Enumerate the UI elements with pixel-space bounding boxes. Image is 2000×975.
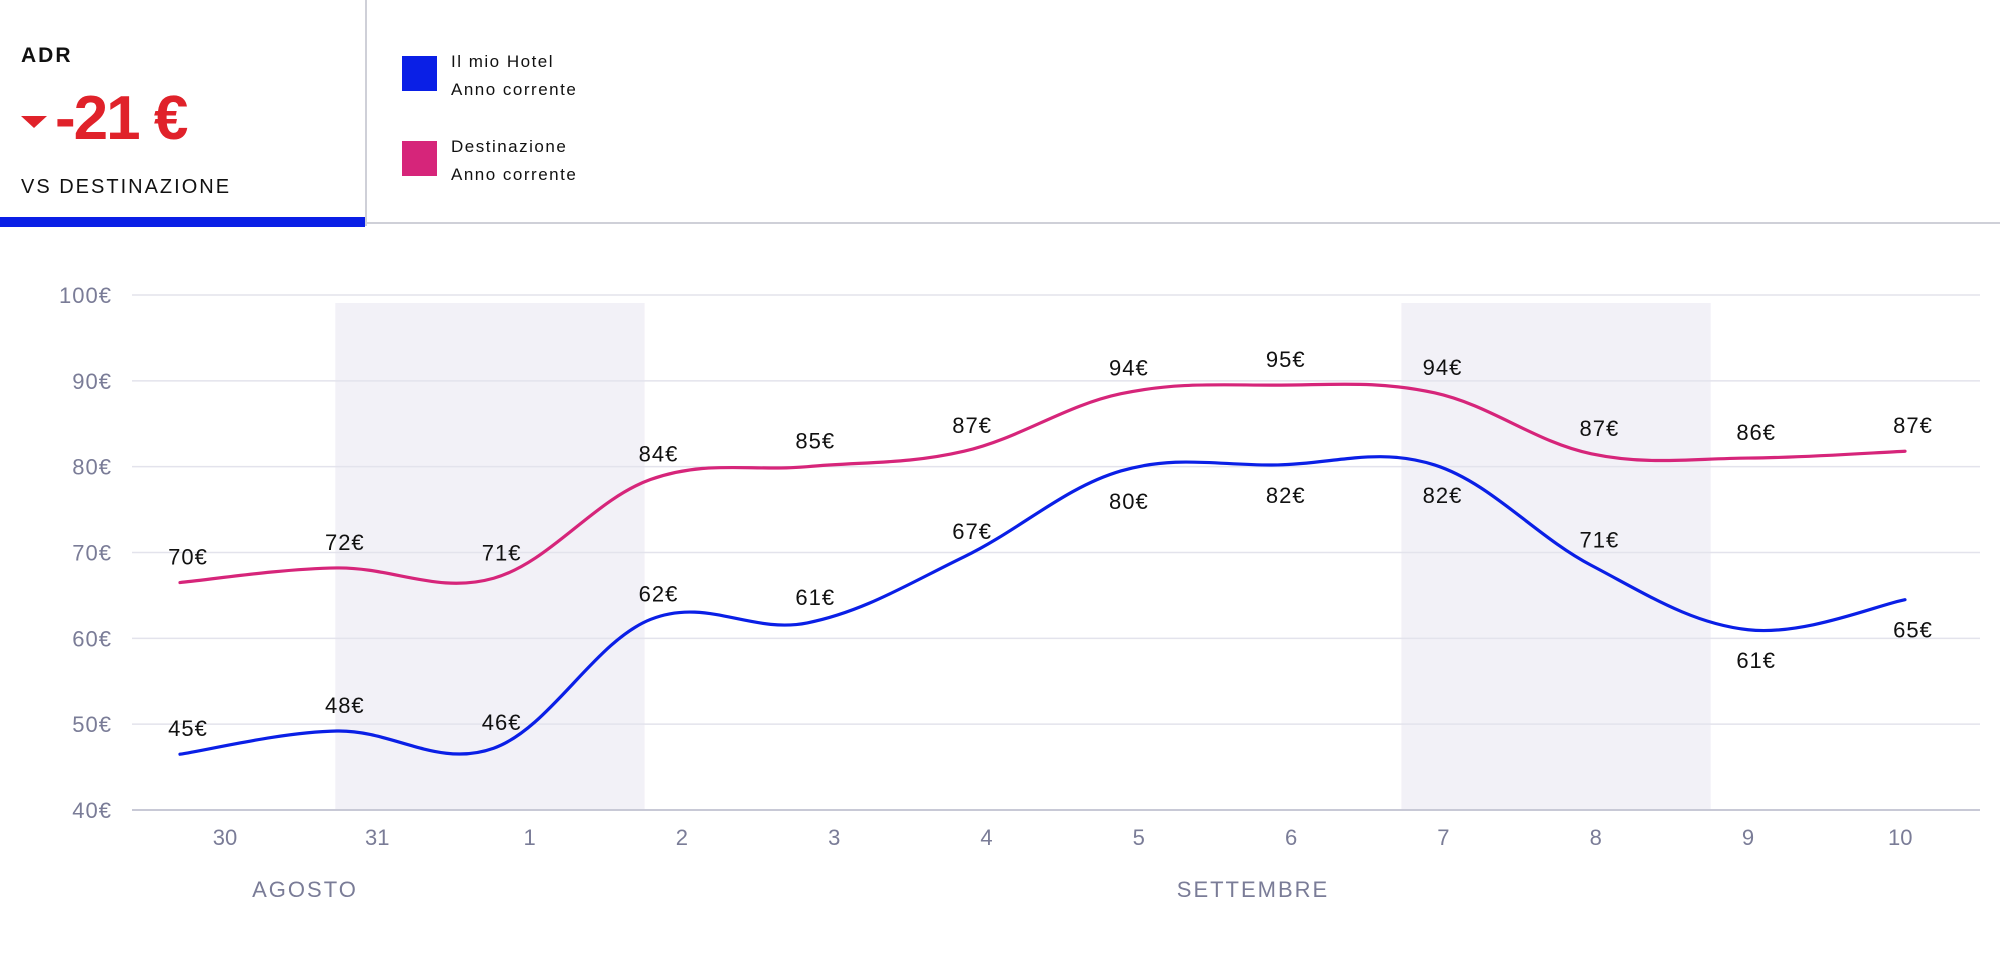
month-label: AGOSTO — [252, 877, 358, 902]
data-label: 72€ — [325, 530, 365, 555]
x-tick-label: 7 — [1437, 825, 1449, 850]
x-tick-label: 4 — [980, 825, 992, 850]
y-tick-label: 90€ — [72, 369, 112, 394]
x-tick-label: 10 — [1888, 825, 1912, 850]
data-label: 70€ — [168, 545, 208, 570]
series-line-destination — [178, 382, 1907, 585]
data-label: 80€ — [1109, 489, 1149, 514]
kpi-value: -21 € — [55, 84, 188, 153]
x-tick-label: 31 — [365, 825, 389, 850]
header-divider — [365, 222, 2000, 224]
y-tick-label: 40€ — [72, 798, 112, 823]
data-label: 65€ — [1893, 618, 1933, 643]
legend-line1: Destinazione — [451, 137, 568, 156]
legend-item-hotel[interactable]: Il mio Hotel Anno corrente — [402, 48, 577, 104]
data-label: 67€ — [952, 519, 992, 544]
kpi-active-indicator — [0, 217, 365, 227]
legend-text-destination: Destinazione Anno corrente — [451, 133, 577, 189]
series-line-hotel — [178, 455, 1907, 756]
data-label: 87€ — [1580, 416, 1620, 441]
kpi-value-row: -21 € — [21, 83, 188, 154]
y-tick-label: 100€ — [59, 283, 112, 308]
caret-down-icon — [21, 115, 47, 128]
data-label: 46€ — [482, 710, 522, 735]
x-tick-label: 3 — [828, 825, 840, 850]
data-label: 62€ — [639, 581, 679, 606]
data-label: 87€ — [1893, 413, 1933, 438]
x-tick-label: 9 — [1742, 825, 1754, 850]
x-tick-label: 8 — [1590, 825, 1602, 850]
data-label: 61€ — [1736, 648, 1776, 673]
x-tick-label: 6 — [1285, 825, 1297, 850]
kpi-label: ADR — [21, 44, 73, 67]
y-tick-label: 80€ — [72, 455, 112, 480]
data-label: 94€ — [1109, 356, 1149, 381]
x-tick-label: 5 — [1133, 825, 1145, 850]
kpi-subtitle: VS DESTINAZIONE — [21, 176, 232, 198]
x-tick-label: 1 — [523, 825, 535, 850]
legend-text-hotel: Il mio Hotel Anno corrente — [451, 48, 577, 104]
data-label: 94€ — [1423, 355, 1463, 380]
legend-line2: Anno corrente — [451, 80, 578, 99]
data-label: 95€ — [1266, 347, 1306, 372]
data-label: 71€ — [1580, 527, 1620, 552]
data-label: 86€ — [1736, 420, 1776, 445]
data-label: 87€ — [952, 413, 992, 438]
data-label: 82€ — [1266, 483, 1306, 508]
data-label: 82€ — [1423, 483, 1463, 508]
data-label: 71€ — [482, 540, 522, 565]
weekend-band — [1401, 303, 1711, 810]
data-label: 45€ — [168, 716, 208, 741]
legend-swatch-destination — [402, 141, 437, 176]
x-tick-label: 30 — [213, 825, 237, 850]
legend-line2: Anno corrente — [451, 165, 578, 184]
adr-line-chart: 40€ 50€ 60€ 70€ 80€ 90€ 100€ 30 31 1 2 3 4 5 6 7 8 9 10 AGO… — [59, 283, 1980, 902]
weekend-band — [335, 303, 645, 810]
kpi-panel: ADR -21 € VS DESTINAZIONE — [0, 0, 367, 227]
y-tick-label: 50€ — [72, 712, 112, 737]
legend-item-destination[interactable]: Destinazione Anno corrente — [402, 133, 577, 189]
y-tick-label: 60€ — [72, 626, 112, 651]
legend-line1: Il mio Hotel — [451, 52, 555, 71]
y-tick-label: 70€ — [72, 541, 112, 566]
x-tick-label: 2 — [676, 825, 688, 850]
data-label: 48€ — [325, 693, 365, 718]
data-label: 85€ — [795, 429, 835, 454]
legend-swatch-hotel — [402, 56, 437, 91]
data-label: 61€ — [795, 585, 835, 610]
month-label: SETTEMBRE — [1177, 877, 1329, 902]
data-label: 84€ — [639, 442, 679, 467]
